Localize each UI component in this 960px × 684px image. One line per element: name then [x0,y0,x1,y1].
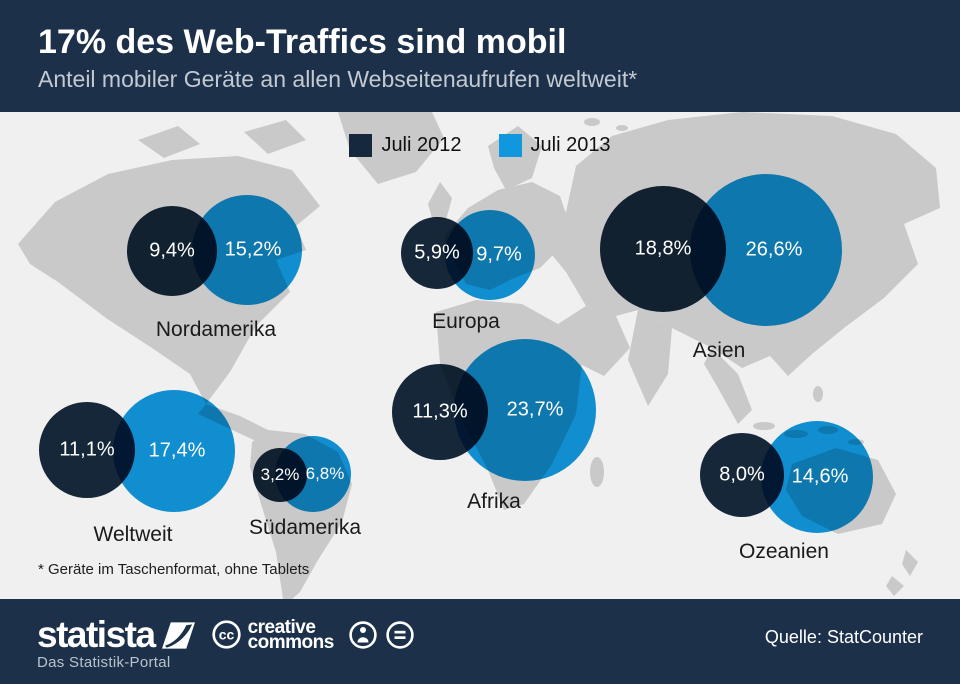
bubble-europa-juli-2012 [401,217,473,289]
svalbard-shape [616,125,628,131]
statista-logo-icon [161,621,195,649]
footnote: * Geräte im Taschenformat, ohne Tablets [38,561,310,578]
cc-equal-icon [386,620,414,649]
footer: statista Das Statistik-Portal cc creativ… [0,599,960,684]
value-label-nordamerika-juli-2012: 9,4% [149,239,195,262]
legend-label: Juli 2012 [381,134,462,156]
region-label-afrika: Afrika [467,490,521,513]
value-label-asien-juli-2013: 26,6% [745,238,803,261]
uk-shape [428,182,452,220]
page-subtitle: Anteil mobiler Geräte an allen Webseiten… [38,66,638,92]
statista-tagline: Das Statistik-Portal [37,654,171,671]
statista-wordmark: statista [37,614,156,655]
legend-item-juli-2013: Juli 2013 [498,134,611,157]
region-label-asien: Asien [692,339,746,362]
creative-commons-badge: cc creative commons [211,616,415,653]
region-label-ozeanien: Ozeanien [739,540,829,563]
region-label-weltweit: Weltweit [93,523,173,546]
value-label-suedamerika-juli-2013: 6,8% [305,464,345,483]
value-label-europa-juli-2012: 5,9% [414,241,460,264]
chart-area: Juli 2012 Juli 2013 9,4% 15,2% Nordamerika 5… [0,112,960,599]
statista-brand: statista Das Statistik-Portal [37,614,195,671]
legend: Juli 2012 Juli 2013 [0,134,960,157]
japan-shape [866,240,879,288]
india-shape [628,310,672,406]
legend-swatch-juli-2013 [498,134,522,157]
greenland-shape [338,112,444,184]
bubble-weltweit-juli-2012 [39,402,135,498]
legend-item-juli-2012: Juli 2012 [349,134,462,157]
value-label-nordamerika-juli-2013: 15,2% [224,238,282,261]
region-label-suedamerika: Südamerika [248,516,362,539]
value-label-weltweit-juli-2012: 11,1% [59,438,115,461]
southeast-asia-shape [704,348,752,424]
region-label-nordamerika: Nordamerika [155,318,277,341]
philippines-shape [813,386,823,402]
header: 17% des Web-Traffics sind mobil Anteil m… [0,0,960,112]
bubble-asien-juli-2012 [600,186,726,312]
middle-east-shape [558,306,630,376]
cc-icon: cc [211,620,241,649]
bubble-afrika-juli-2012 [392,364,488,460]
creative-commons-label: creative commons [247,616,335,653]
legend-swatch-juli-2012 [349,134,373,157]
iceland-shape [386,163,408,175]
value-label-weltweit-juli-2013: 17,4% [148,439,206,462]
bubble-nordamerika-juli-2012 [127,206,217,296]
region-label-europa: Europa [432,310,500,333]
bubble-ozeanien-juli-2012 [700,433,784,517]
cc-attribution-icon [349,620,377,649]
arctic-islands-shape [244,120,306,154]
value-label-afrika-juli-2013: 23,7% [506,398,564,421]
svalbard-shape [584,118,600,126]
value-label-ozeanien-juli-2013: 14,6% [791,465,849,488]
bubble-suedamerika-juli-2012 [253,448,307,502]
value-label-europa-juli-2013: 9,7% [476,243,522,266]
value-label-suedamerika-juli-2012: 3,2% [260,465,300,484]
madagascar-shape [590,457,604,487]
value-label-asien-juli-2012: 18,8% [634,237,692,260]
indonesia-shape [753,422,775,430]
new-zealand-shape [886,576,904,596]
legend-label: Juli 2013 [530,134,611,156]
source-text: Quelle: StatCounter [764,627,923,647]
arctic-islands-shape [138,126,200,158]
value-label-afrika-juli-2012: 11,3% [412,400,468,423]
svg-text:cc: cc [218,627,234,643]
value-label-ozeanien-juli-2012: 8,0% [719,463,765,486]
new-zealand-shape [902,550,918,576]
page-title: 17% des Web-Traffics sind mobil [38,23,567,61]
